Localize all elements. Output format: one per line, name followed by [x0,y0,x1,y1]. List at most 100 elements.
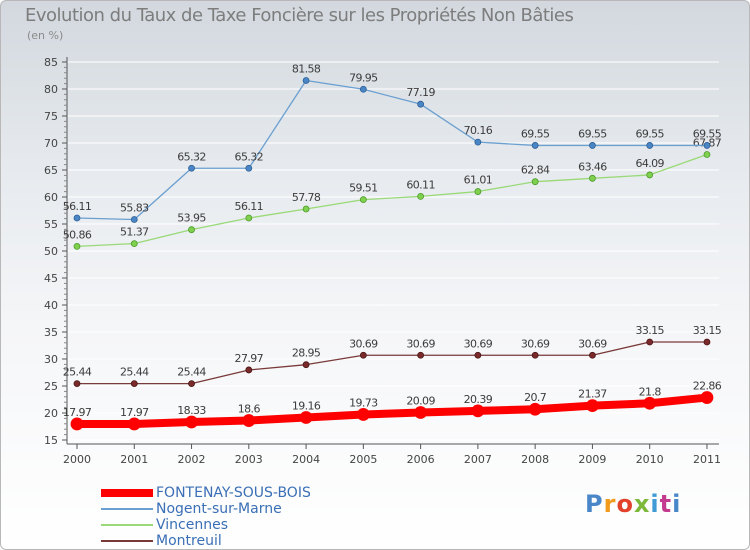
data-point-fontenay-sous-bois [356,408,370,421]
data-point-vincennes [245,214,253,222]
data-point-montreuil [531,351,539,359]
data-label-montreuil: 25.44 [177,366,206,379]
data-point-fontenay-sous-bois [586,399,599,413]
data-point-vincennes [188,226,195,234]
data-point-vincennes [417,193,425,200]
data-point-nogent-sur-marne [302,77,310,84]
data-point-fontenay-sous-bois [528,402,542,416]
data-label-vincennes: 51.37 [120,226,149,239]
y-tick-label: 80 [44,83,58,96]
data-point-nogent-sur-marne [531,142,539,149]
x-tick-label-2009: 2009 [578,453,606,466]
y-tick-label: 20 [44,407,58,420]
data-label-nogent-sur-marne: 79.95 [349,71,378,84]
data-point-nogent-sur-marne [188,164,195,172]
data-point-montreuil [73,380,81,388]
data-point-montreuil [474,351,482,359]
series-line-nogent-sur-marne [76,79,708,221]
data-point-nogent-sur-marne [130,216,138,223]
data-label-vincennes: 57.78 [292,191,321,204]
y-tick-label: 45 [44,272,58,285]
data-point-vincennes [474,188,482,195]
legend-label-fontenay-sous-bois: FONTENAY-SOUS-BOIS [156,485,311,501]
legend-swatch-fontenay-sous-bois [101,489,153,497]
y-tick-label: 15 [44,434,58,447]
data-label-montreuil: 27.97 [235,352,264,365]
data-point-fontenay-sous-bois [471,404,485,418]
data-label-nogent-sur-marne: 56.11 [63,200,92,213]
data-label-nogent-sur-marne: 69.55 [578,127,607,140]
data-label-montreuil: 33.15 [693,324,722,337]
y-tick-label: 75 [44,110,58,123]
data-label-vincennes: 56.11 [235,200,264,213]
x-tick-label-2003: 2003 [235,453,263,466]
data-point-vincennes [302,205,310,213]
data-label-nogent-sur-marne: 65.32 [235,150,264,163]
data-point-nogent-sur-marne [474,138,482,146]
data-label-vincennes: 60.11 [406,178,435,191]
data-label-fontenay-sous-bois: 21.8 [639,385,662,398]
data-point-montreuil [646,338,654,346]
x-tick-label-2004: 2004 [292,453,320,466]
data-label-vincennes: 50.86 [63,228,92,241]
data-label-montreuil: 25.44 [63,366,92,379]
data-label-fontenay-sous-bois: 19.16 [292,400,321,413]
data-label-nogent-sur-marne: 77.19 [406,86,435,99]
data-point-nogent-sur-marne [245,164,253,172]
x-tick-label-2002: 2002 [178,453,206,466]
data-point-vincennes [531,178,539,186]
data-point-nogent-sur-marne [359,85,367,93]
x-tick-label-2001: 2001 [120,453,148,466]
data-point-fontenay-sous-bois [127,417,141,431]
data-label-vincennes: 53.95 [177,212,206,225]
data-label-nogent-sur-marne: 69.55 [635,127,664,140]
data-label-montreuil: 25.44 [120,366,149,379]
data-label-montreuil: 30.69 [406,337,435,350]
data-label-montreuil: 30.69 [349,337,378,350]
data-label-fontenay-sous-bois: 20.39 [464,393,493,406]
x-tick-label-2011: 2011 [693,453,721,466]
data-point-fontenay-sous-bois [414,406,428,419]
y-tick-label: 65 [44,164,58,177]
data-point-vincennes [73,242,81,250]
data-point-nogent-sur-marne [589,142,596,149]
chart-title: Evolution du Taux de Taxe Foncière sur l… [25,5,574,26]
data-label-nogent-sur-marne: 65.32 [177,150,206,163]
data-point-montreuil [130,380,138,388]
x-tick-label-2000: 2000 [63,453,91,466]
data-point-vincennes [130,240,138,248]
data-point-fontenay-sous-bois [643,396,657,410]
y-tick-label: 40 [44,299,58,312]
y-tick-label: 70 [44,137,58,150]
x-tick-label-2005: 2005 [349,453,377,466]
data-label-montreuil: 30.69 [464,337,493,350]
data-point-fontenay-sous-bois [299,411,313,424]
data-label-fontenay-sous-bois: 18.33 [177,404,206,417]
data-label-fontenay-sous-bois: 20.09 [406,395,435,408]
data-label-fontenay-sous-bois: 21.37 [578,388,607,401]
data-label-fontenay-sous-bois: 17.97 [63,406,92,419]
data-label-nogent-sur-marne: 55.83 [120,202,149,215]
data-point-montreuil [245,366,253,374]
data-point-montreuil [359,351,367,359]
data-point-montreuil [417,351,425,359]
x-tick-label-2008: 2008 [521,453,549,466]
series-line-fontenay-sous-bois [73,393,711,428]
legend-swatch-montreuil [101,540,153,542]
y-tick-label: 35 [44,326,58,339]
y-tick-label: 25 [44,380,58,393]
data-point-nogent-sur-marne [703,142,711,149]
data-label-fontenay-sous-bois: 17.97 [120,406,149,419]
data-label-fontenay-sous-bois: 19.73 [349,396,378,409]
y-tick-label: 60 [44,191,58,204]
series-line-vincennes [76,153,708,248]
data-label-vincennes: 59.51 [349,182,378,195]
data-label-fontenay-sous-bois: 22.86 [693,380,722,393]
data-label-montreuil: 28.95 [292,347,321,360]
legend-swatch-nogent-sur-marne [101,508,153,510]
y-tick-label: 55 [44,218,58,231]
series-line-montreuil [76,341,708,385]
legend-label-nogent-sur-marne: Nogent-sur-Marne [156,501,282,517]
